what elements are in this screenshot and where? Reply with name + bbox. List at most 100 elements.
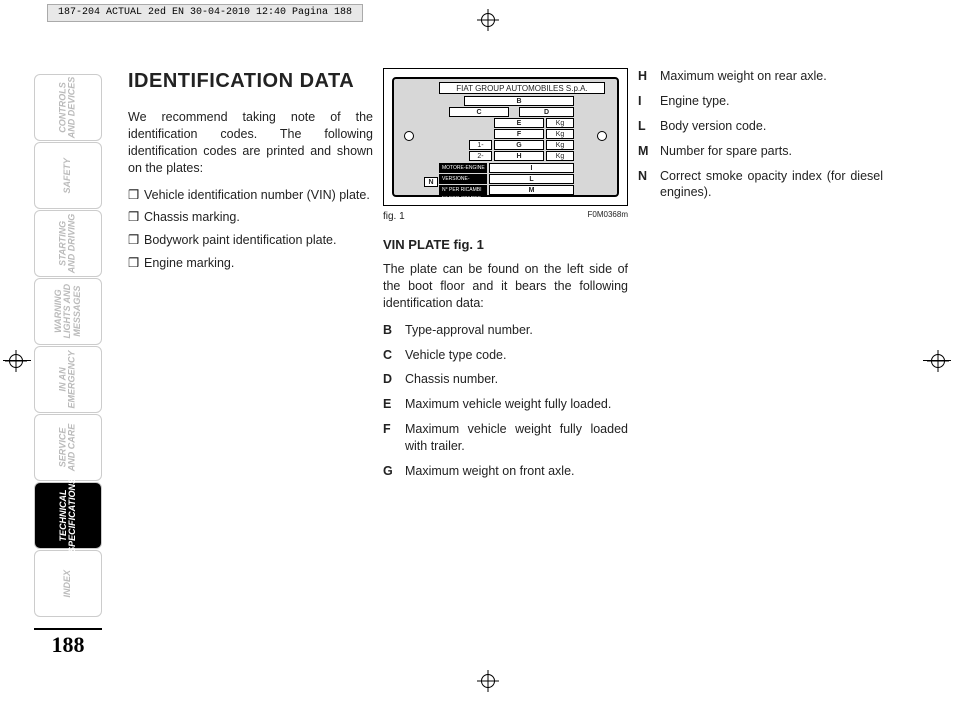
vin-kg: Kg [546,151,574,161]
item-text: Vehicle type code. [405,347,628,364]
item-key: N [638,168,660,202]
item-key: I [638,93,660,110]
vin-e-cell: E [494,118,544,128]
item-text: Maximum weight on front axle. [405,463,628,480]
vin-c-cell: C [449,107,509,117]
vin-f-cell: F [494,129,544,139]
item-text: Number for spare parts. [660,143,883,160]
list-item: MNumber for spare parts. [638,143,883,160]
vin-paragraph: The plate can be found on the left side … [383,261,628,312]
vin-b-row: B [464,96,574,106]
item-text: Maximum vehicle weight fully loaded with… [405,421,628,455]
bullet-text: Bodywork paint identification plate. [144,232,373,249]
item-text: Maximum weight on rear axle. [660,68,883,85]
vin-m-cell: M [489,185,574,195]
item-key: B [383,322,405,339]
sidebar-tab-warning[interactable]: WARNING LIGHTS AND MESSAGES [34,278,102,345]
item-text: Correct smoke opacity index (for diesel … [660,168,883,202]
list-item: GMaximum weight on front axle. [383,463,628,480]
vin-blk3: N° PER RICAMBI N° FOR SPARES [439,185,487,195]
figure-caption: fig. 1 F0M0368m [383,210,628,224]
sidebar-tab-safety[interactable]: SAFETY [34,142,102,209]
bullet-item: ❒Bodywork paint identification plate. [128,232,373,249]
vin-g-cell: G [494,140,544,150]
vin-blk1: MOTORE-ENGINE [439,163,487,173]
crop-target-right [927,350,949,372]
bullet-text: Vehicle identification number (VIN) plat… [144,187,373,204]
bullet-text: Engine marking. [144,255,373,272]
vin-plate: FIAT GROUP AUTOMOBILES S.p.A. B C D E Kg… [392,77,619,197]
vin-l-cell: L [489,174,574,184]
vin-i-cell: I [489,163,574,173]
vin-subhead: VIN PLATE fig. 1 [383,236,628,254]
vin-blk2: VERSIONE-VERSION [439,174,487,184]
sidebar-tab-starting[interactable]: STARTING AND DRIVING [34,210,102,277]
bullet-item: ❒Vehicle identification number (VIN) pla… [128,187,373,204]
column-1: IDENTIFICATION DATA We recommend taking … [128,68,373,278]
list-item: LBody version code. [638,118,883,135]
sidebar-tab-index[interactable]: INDEX [34,550,102,617]
vin-kg: Kg [546,140,574,150]
bullet-item: ❒Chassis marking. [128,209,373,226]
vin-n-box: N [424,177,438,187]
list-item: EMaximum vehicle weight fully loaded. [383,396,628,413]
item-text: Chassis number. [405,371,628,388]
vin-d-cell: D [519,107,574,117]
vin-h-cell: H [494,151,544,161]
item-key: G [383,463,405,480]
sidebar-tab-technical[interactable]: TECHNICAL SPECIFICATIONS [34,482,102,549]
screw-icon [597,131,607,141]
item-text: Maximum vehicle weight fully loaded. [405,396,628,413]
sidebar-label: SERVICE AND CARE [59,424,78,472]
sidebar-label: TECHNICAL SPECIFICATIONS [59,478,78,553]
crop-target-bottom [477,670,499,692]
sidebar-label: IN AN EMERGENCY [59,350,78,408]
vin-two: 2- [469,151,492,161]
item-key: M [638,143,660,160]
fig-caption-left: fig. 1 [383,210,405,224]
page-number: 188 [34,628,102,658]
list-item: IEngine type. [638,93,883,110]
item-key: H [638,68,660,85]
list-item: NCorrect smoke opacity index (for diesel… [638,168,883,202]
item-key: D [383,371,405,388]
item-text: Engine type. [660,93,883,110]
item-key: F [383,421,405,455]
item-text: Body version code. [660,118,883,135]
section-title: IDENTIFICATION DATA [128,68,373,95]
sidebar-label: STARTING AND DRIVING [59,214,78,274]
bullet-item: ❒Engine marking. [128,255,373,272]
bullet-marker: ❒ [128,232,144,249]
item-key: C [383,347,405,364]
sidebar-tab-service[interactable]: SERVICE AND CARE [34,414,102,481]
column-2: FIAT GROUP AUTOMOBILES S.p.A. B C D E Kg… [383,68,628,488]
bullet-marker: ❒ [128,187,144,204]
bullet-marker: ❒ [128,209,144,226]
page-root: 187-204 ACTUAL 2ed EN 30-04-2010 12:40 P… [0,0,954,706]
vin-kg: Kg [546,129,574,139]
bullet-text: Chassis marking. [144,209,373,226]
list-item: BType-approval number. [383,322,628,339]
sidebar-label: SAFETY [63,158,72,194]
bullet-marker: ❒ [128,255,144,272]
list-item: HMaximum weight on rear axle. [638,68,883,85]
screw-icon [404,131,414,141]
list-item: CVehicle type code. [383,347,628,364]
column-3: HMaximum weight on rear axle. IEngine ty… [638,68,883,209]
sidebar-tab-emergency[interactable]: IN AN EMERGENCY [34,346,102,413]
sidebar-label: WARNING LIGHTS AND MESSAGES [54,284,82,339]
vin-kg: Kg [546,118,574,128]
sidebar: CONTROLS AND DEVICES SAFETY STARTING AND… [34,74,102,618]
item-key: L [638,118,660,135]
vin-manufacturer: FIAT GROUP AUTOMOBILES S.p.A. [439,82,605,94]
list-item: DChassis number. [383,371,628,388]
fig-caption-right: F0M0368m [588,210,628,224]
print-header: 187-204 ACTUAL 2ed EN 30-04-2010 12:40 P… [47,4,363,22]
crop-target-top [477,9,499,31]
vin-figure: FIAT GROUP AUTOMOBILES S.p.A. B C D E Kg… [383,68,628,206]
sidebar-label: CONTROLS AND DEVICES [59,77,78,139]
sidebar-label: INDEX [63,570,72,598]
item-text: Type-approval number. [405,322,628,339]
vin-one: 1- [469,140,492,150]
sidebar-tab-controls[interactable]: CONTROLS AND DEVICES [34,74,102,141]
